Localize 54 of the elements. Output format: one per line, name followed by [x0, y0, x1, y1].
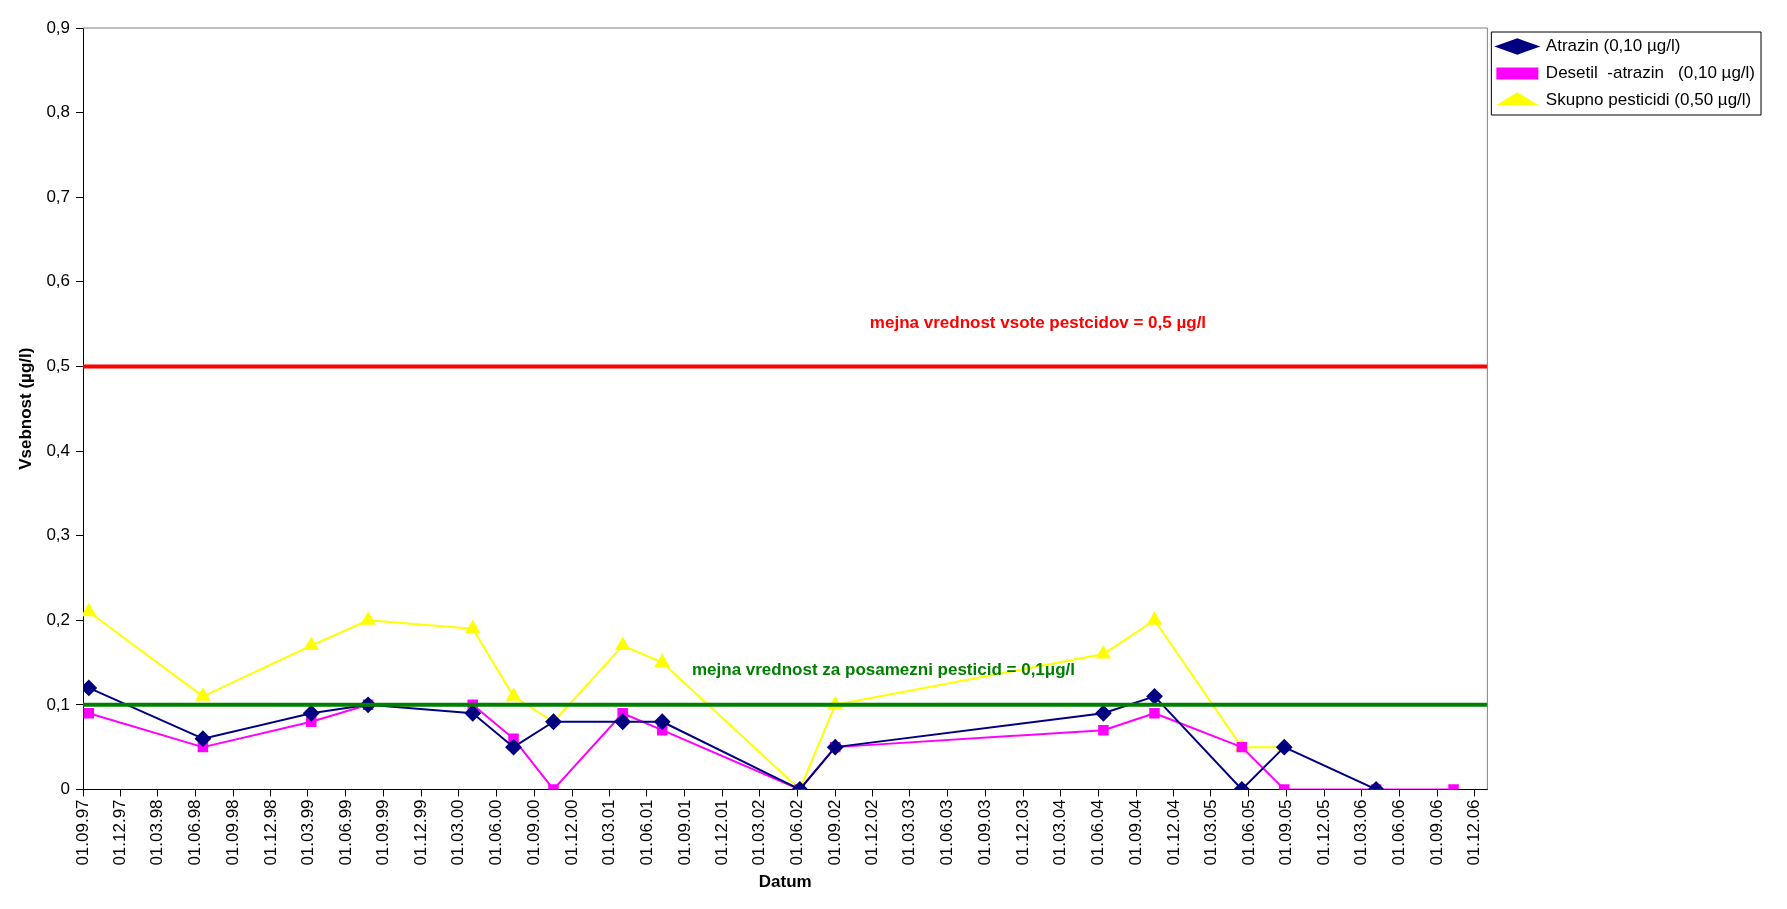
- x-tick-label: 01.06.98: [185, 799, 205, 866]
- x-tick-label: 01.12.05: [1313, 799, 1333, 866]
- x-tick-label: 01.03.98: [147, 799, 167, 866]
- x-tick-label: 01.03.00: [448, 799, 468, 866]
- x-tick-label: 01.06.03: [937, 799, 957, 866]
- x-tick-label: 01.03.03: [899, 799, 919, 866]
- y-tick-label: 0,4: [46, 440, 71, 460]
- x-tick-label: 01.09.06: [1426, 799, 1446, 866]
- ref-line-label: mejna vrednost vsote pestcidov = 0,5 µg/l: [869, 313, 1207, 333]
- y-tick-label: 0,1: [46, 694, 71, 714]
- x-tick-label: 01.09.03: [975, 799, 995, 866]
- x-tick-label: 01.09.00: [524, 799, 544, 866]
- x-tick-label: 01.12.97: [110, 799, 130, 866]
- x-tick-label: 01.03.99: [297, 799, 317, 866]
- x-tick-label: 01.12.02: [862, 799, 882, 866]
- x-tick-label: 01.12.06: [1464, 799, 1484, 866]
- x-tick-label: 01.12.98: [260, 799, 280, 866]
- x-tick-label: 01.09.04: [1126, 799, 1146, 866]
- y-tick-label: 0,9: [46, 17, 71, 37]
- legend-label: Skupno pesticidi (0,50 µg/l): [1545, 90, 1752, 110]
- x-tick-label: 01.09.02: [824, 799, 844, 866]
- x-tick-label: 01.06.99: [335, 799, 355, 866]
- y-tick-label: 0,5: [46, 356, 71, 376]
- y-tick-label: 0: [60, 779, 71, 799]
- y-tick-label: 0,6: [46, 271, 71, 291]
- x-tick-label: 01.12.04: [1163, 799, 1183, 866]
- legend-label: Desetil -atrazin (0,10 µg/l): [1545, 63, 1756, 83]
- y-tick-label: 0,2: [46, 609, 71, 629]
- x-tick-label: 01.09.01: [674, 799, 694, 866]
- legend-label: Atrazin (0,10 µg/l): [1545, 36, 1681, 56]
- x-tick-label: 01.03.04: [1050, 799, 1070, 866]
- x-tick-label: 01.06.05: [1238, 799, 1258, 866]
- x-tick-label: 01.09.97: [72, 799, 92, 866]
- x-tick-label: 01.06.04: [1088, 799, 1108, 866]
- y-tick-label: 0,7: [46, 186, 71, 206]
- x-tick-label: 01.06.02: [787, 799, 807, 866]
- x-tick-label: 01.06.01: [636, 799, 656, 866]
- x-tick-label: 01.12.00: [561, 799, 581, 866]
- x-tick-label: 01.12.99: [410, 799, 430, 866]
- x-axis-title: Datum: [758, 872, 812, 892]
- x-tick-label: 01.12.03: [1012, 799, 1032, 866]
- y-tick-label: 0,8: [46, 102, 71, 122]
- x-tick-label: 01.09.99: [373, 799, 393, 866]
- x-tick-label: 01.09.05: [1276, 799, 1296, 866]
- y-tick-label: 0,3: [46, 525, 71, 545]
- x-tick-label: 01.09.98: [223, 799, 243, 866]
- x-tick-label: 01.03.02: [749, 799, 769, 866]
- x-tick-label: 01.06.06: [1388, 799, 1408, 866]
- y-axis-title: Vsebnost (µg/l): [15, 347, 35, 470]
- x-tick-label: 01.03.06: [1350, 799, 1370, 866]
- x-tick-label: 01.03.01: [598, 799, 618, 866]
- x-tick-label: 01.03.05: [1200, 799, 1220, 866]
- x-tick-label: 01.06.00: [486, 799, 506, 866]
- x-tick-label: 01.12.01: [712, 799, 732, 866]
